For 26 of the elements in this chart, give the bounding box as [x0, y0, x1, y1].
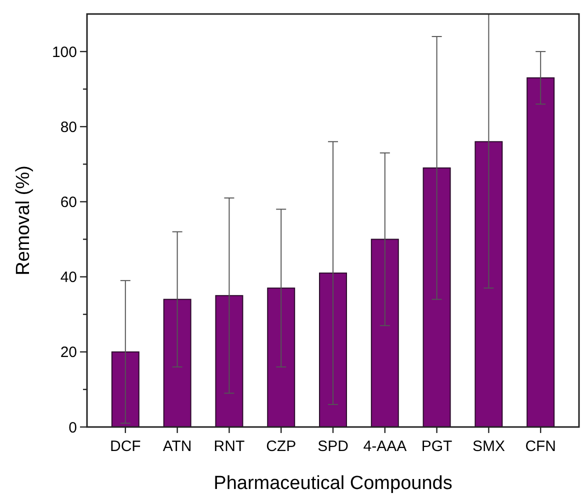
bar — [215, 295, 244, 428]
x-tick-label: ATN — [162, 438, 192, 455]
y-tick-label: 0 — [68, 419, 77, 436]
x-tick-label: PGT — [421, 438, 452, 455]
y-tick-label: 20 — [60, 344, 77, 362]
x-tick-label: SPD — [318, 438, 349, 455]
y-tick-label: 80 — [60, 118, 77, 136]
x-tick-label: CZP — [266, 438, 296, 455]
x-tick-label: CFN — [525, 438, 556, 455]
bar — [267, 288, 296, 428]
y-tick-label: 40 — [60, 269, 77, 286]
y-tick-label: 60 — [60, 194, 77, 211]
x-tick-label: SMX — [472, 438, 505, 455]
bar — [422, 167, 451, 428]
x-tick-label: RNT — [214, 438, 245, 455]
bar — [526, 77, 555, 428]
x-axis-title: Pharmaceutical Compounds — [214, 473, 452, 494]
y-axis-title: Removal (%) — [13, 166, 34, 276]
y-tick-label: 100 — [52, 44, 77, 61]
bar — [163, 298, 192, 428]
bar — [111, 351, 140, 428]
bar — [474, 141, 503, 428]
x-tick-label: 4-AAA — [363, 438, 407, 455]
bar — [370, 238, 399, 428]
bar — [319, 272, 347, 428]
x-tick-label: DCF — [110, 438, 141, 455]
